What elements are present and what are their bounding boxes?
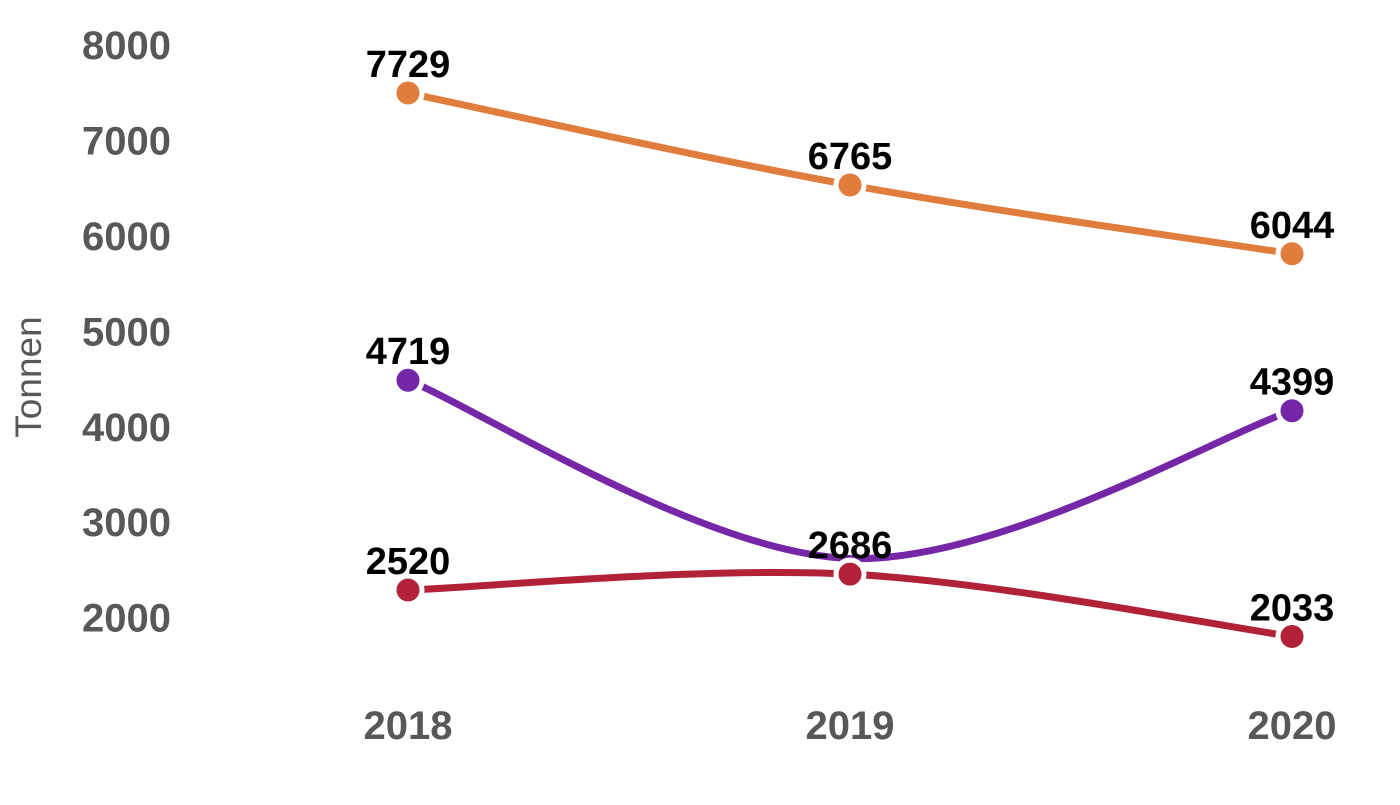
x-axis-tick-label: 2020 <box>1248 704 1337 748</box>
y-axis-tick-labels: 8000 7000 6000 5000 4000 3000 2000 <box>82 24 171 640</box>
orange-series-value-label: 6044 <box>1250 205 1335 247</box>
orange-series-point-2019[interactable] <box>833 168 867 202</box>
purple-series-value-label: 4399 <box>1250 362 1335 404</box>
y-axis-tick-label: 2000 <box>82 597 171 641</box>
orange-series-value-label: 7729 <box>366 44 451 86</box>
y-axis-tick-label: 4000 <box>82 406 171 450</box>
data-point-labels: 7729 6765 6044 4719 4399 2520 2686 2033 <box>366 44 1335 629</box>
x-axis-tick-label: 2018 <box>364 704 453 748</box>
red-series-point-2018[interactable] <box>391 573 425 607</box>
y-axis-tick-label: 8000 <box>82 24 171 68</box>
red-series-point-2019[interactable] <box>833 557 867 591</box>
orange-series-point-2018[interactable] <box>391 76 425 110</box>
red-series-value-label: 2520 <box>366 541 451 583</box>
purple-series-value-label: 4719 <box>366 331 451 373</box>
purple-series-point-2020[interactable] <box>1275 394 1309 428</box>
red-series-value-label: 2033 <box>1250 587 1335 629</box>
orange-series-point-2020[interactable] <box>1275 237 1309 271</box>
x-axis-tick-labels: 2018 2019 2020 <box>364 704 1337 748</box>
orange-series-value-label: 6765 <box>808 136 893 178</box>
x-axis-tick-label: 2019 <box>806 704 895 748</box>
y-axis-title: Tonnen <box>8 316 49 437</box>
y-axis-tick-label: 6000 <box>82 215 171 259</box>
red-series-value-label: 2686 <box>808 525 893 567</box>
purple-series-point-2018[interactable] <box>391 363 425 397</box>
y-axis-tick-label: 5000 <box>82 310 171 354</box>
data-point-markers <box>391 76 1309 653</box>
y-axis-tick-label: 7000 <box>82 120 171 164</box>
y-axis-tick-label: 3000 <box>82 501 171 545</box>
red-series-point-2020[interactable] <box>1275 619 1309 653</box>
